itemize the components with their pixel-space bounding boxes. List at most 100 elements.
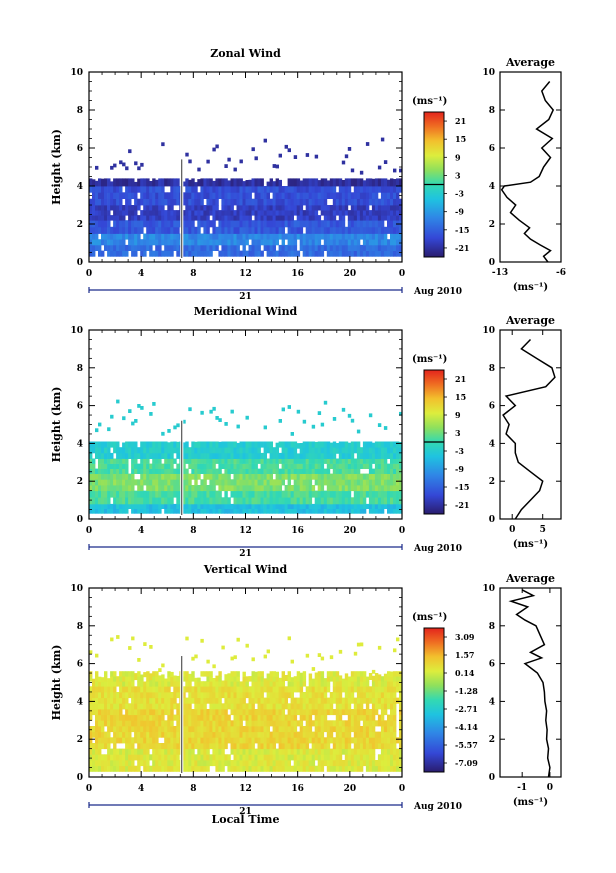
colorbar-tick-label: 21 [455, 116, 466, 126]
panel-title: Meridional Wind [194, 305, 298, 318]
x-tick-label: 8 [190, 784, 196, 794]
colorbar-tick-label: -4.14 [455, 722, 478, 732]
x-tick-label: 12 [239, 526, 252, 536]
colorbar-tick-label: 3 [455, 170, 461, 180]
colorbar-tick-label: 3 [455, 428, 461, 438]
colorbar-tick-label: 9 [455, 152, 461, 162]
colorbar-unit: (ms⁻¹) [412, 96, 447, 107]
y-tick-label: 2 [77, 735, 83, 745]
x-tick-label: 16 [291, 526, 304, 536]
colorbar [423, 627, 445, 773]
profile-title: Average [505, 572, 555, 585]
profile-y-tick-label: 6 [489, 402, 495, 412]
x-tick-label: 4 [138, 269, 144, 279]
date-label: Aug 2010 [413, 287, 462, 297]
profile-y-tick-label: 10 [482, 68, 495, 78]
date-label: Aug 2010 [413, 544, 462, 554]
day-label: 21 [239, 549, 252, 559]
colorbar-tick-label: 3.09 [455, 632, 475, 642]
profile-y-tick-label: 4 [489, 182, 495, 192]
x-tick-label: 16 [291, 269, 304, 279]
colorbar-tick-label: 9 [455, 410, 461, 420]
profile-y-tick-label: 6 [489, 144, 495, 154]
panel-title: Zonal Wind [210, 47, 281, 60]
colorbar-tick-label: -21 [455, 243, 469, 253]
profile-title: Average [505, 56, 555, 69]
profile-y-tick-label: 10 [482, 326, 495, 336]
profile-x-tick-label: 0 [509, 525, 515, 535]
y-tick-label: 8 [77, 106, 83, 116]
profile-x-tick-label: -1 [517, 783, 527, 793]
x-tick-label: 0 [399, 784, 405, 794]
y-axis-label: Height (km) [50, 387, 63, 463]
profile-line [508, 589, 551, 778]
x-tick-label: 8 [190, 526, 196, 536]
profile-y-tick-label: 8 [489, 106, 495, 116]
profile-y-tick-label: 4 [489, 697, 495, 707]
colorbar-tick-label: -21 [455, 500, 469, 510]
profile-y-tick-label: 6 [489, 660, 495, 670]
colorbar-tick-label: -3 [455, 189, 464, 199]
x-tick-label: 0 [86, 526, 92, 536]
profile-y-tick-label: 0 [489, 258, 495, 268]
y-tick-label: 0 [77, 515, 83, 525]
y-tick-label: 10 [70, 326, 83, 336]
day-label: 21 [239, 292, 252, 302]
y-tick-label: 6 [77, 144, 83, 154]
colorbar-tick-label: 1.57 [455, 650, 474, 660]
colorbar-tick-label: -9 [455, 464, 464, 474]
profile-y-tick-label: 4 [489, 439, 495, 449]
colorbar-tick-label: -5.57 [455, 740, 478, 750]
wind-field [89, 137, 403, 262]
x-axis-label: Local Time [212, 813, 280, 826]
profile-y-tick-label: 0 [489, 515, 495, 525]
y-tick-label: 6 [77, 402, 83, 412]
y-tick-label: 6 [77, 660, 83, 670]
y-tick-label: 10 [70, 584, 83, 594]
x-tick-label: 0 [86, 269, 92, 279]
x-tick-label: 0 [86, 784, 92, 794]
date-label: Aug 2010 [413, 802, 462, 812]
colorbar-tick-label: -2.71 [455, 704, 478, 714]
profile-x-unit: (ms⁻¹) [513, 797, 548, 808]
x-tick-label: 0 [399, 526, 405, 536]
colorbar-unit: (ms⁻¹) [412, 354, 447, 365]
y-tick-label: 10 [70, 68, 83, 78]
y-tick-label: 0 [77, 773, 83, 783]
profile-y-tick-label: 10 [482, 584, 495, 594]
colorbar-tick-label: 0.14 [455, 668, 475, 678]
y-tick-label: 4 [77, 697, 83, 707]
profile-frame [499, 71, 562, 263]
profile-x-unit: (ms⁻¹) [513, 282, 548, 293]
profile-x-tick-label: 0 [547, 783, 553, 793]
wind-field [89, 635, 403, 777]
x-tick-label: 12 [239, 784, 252, 794]
x-tick-label: 8 [190, 269, 196, 279]
profile-frame [499, 587, 562, 778]
wind-field [89, 399, 403, 519]
y-tick-label: 4 [77, 182, 83, 192]
y-tick-label: 8 [77, 364, 83, 374]
x-tick-label: 20 [344, 526, 357, 536]
y-tick-label: 4 [77, 439, 83, 449]
profile-x-unit: (ms⁻¹) [513, 539, 548, 550]
colorbar-tick-label: -1.28 [455, 686, 478, 696]
y-tick-label: 2 [77, 220, 83, 230]
x-tick-label: 16 [291, 784, 304, 794]
x-tick-label: 4 [138, 784, 144, 794]
profile-x-tick-label: -6 [556, 268, 566, 278]
profile-title: Average [505, 314, 555, 327]
profile-frame [499, 329, 562, 520]
x-tick-label: 12 [239, 269, 252, 279]
colorbar-tick-label: -15 [455, 225, 469, 235]
day-label: 21 [239, 807, 252, 817]
profile-x-tick-label: -13 [492, 268, 508, 278]
x-tick-label: 0 [399, 269, 405, 279]
profile-y-tick-label: 8 [489, 364, 495, 374]
profile-y-tick-label: 0 [489, 773, 495, 783]
colorbar-tick-label: -9 [455, 207, 464, 217]
